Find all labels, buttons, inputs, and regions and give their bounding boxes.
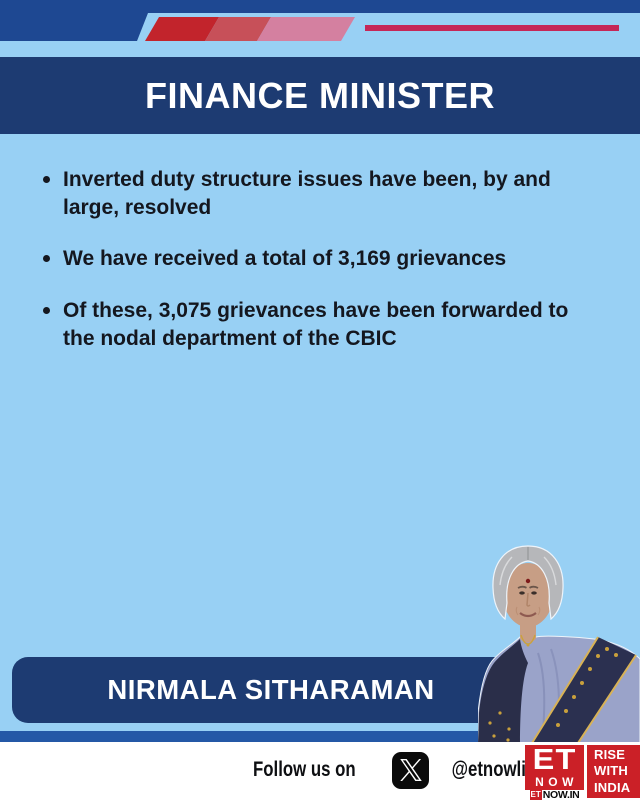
- bindi: [525, 578, 531, 584]
- sari-border-band: [532, 637, 636, 743]
- bullet-list: Inverted duty structure issues have been…: [42, 166, 591, 377]
- smile-line: [537, 606, 541, 616]
- etnow-site-strip: ET NOW.IN: [525, 790, 584, 800]
- gold-dot: [488, 721, 492, 725]
- gold-dot: [498, 711, 502, 715]
- page-title: FINANCE MINISTER: [145, 74, 495, 116]
- gold-dot: [588, 667, 592, 671]
- tagline-line: RISE: [594, 747, 626, 763]
- gold-dot: [564, 709, 568, 713]
- sari-pallu-dark: [478, 639, 528, 743]
- top-blue-bar: [0, 0, 640, 41]
- nose: [526, 592, 531, 607]
- eye: [531, 591, 537, 595]
- decor-midred-parallelogram: [205, 17, 271, 41]
- gold-dot: [596, 654, 600, 658]
- pendant: [526, 643, 530, 647]
- speaker-name: NIRMALA SITHARAMAN: [107, 674, 435, 705]
- rise-with-india-tagline: RISE WITH INDIA: [587, 745, 640, 798]
- gold-dot: [572, 695, 576, 699]
- title-banner: FINANCE MINISTER: [0, 57, 640, 134]
- gray-hair: [492, 545, 564, 621]
- footer-divider: [0, 731, 640, 742]
- gold-dot: [507, 727, 511, 731]
- bullet-item: We have received a total of 3,169 grieva…: [42, 245, 591, 273]
- decor-pink-parallelogram: [257, 17, 355, 41]
- etnow-logo-et: ET: [532, 744, 577, 776]
- smile-line: [515, 606, 519, 616]
- site-et: ET: [529, 790, 542, 800]
- decor-red-parallelogram: [145, 17, 219, 41]
- eyebrow: [529, 585, 539, 589]
- gold-dot: [580, 681, 584, 685]
- decor-crimson-line: [365, 25, 619, 31]
- etnow-brand: ET NOW ET NOW.IN RISE WITH INDIA: [525, 744, 640, 800]
- top-decor-strip: [0, 0, 640, 41]
- nirmala-sitharaman-photo: [478, 545, 640, 743]
- social-handle[interactable]: @etnowlive: [451, 758, 545, 781]
- eye: [519, 591, 525, 595]
- follow-row: Follow us on @etnowlive: [253, 742, 557, 798]
- bullet-item: Of these, 3,075 grievances have been for…: [42, 297, 591, 352]
- bullet-item: Inverted duty structure issues have been…: [42, 166, 591, 221]
- gold-dot: [605, 647, 609, 651]
- etnow-logo: ET NOW ET NOW.IN: [525, 744, 584, 800]
- hair-streak: [499, 556, 513, 586]
- tagline-line: INDIA: [594, 779, 631, 795]
- eyebrow: [517, 585, 527, 589]
- follow-us-label: Follow us on: [253, 758, 356, 781]
- x-twitter-icon[interactable]: [392, 751, 430, 789]
- gold-trim: [577, 654, 637, 743]
- site-rest: NOW.IN: [542, 789, 580, 800]
- tagline-line: WITH: [594, 763, 629, 779]
- hair-streak: [543, 556, 557, 586]
- x-logo-glyph: [400, 759, 422, 781]
- gold-dot: [506, 738, 510, 742]
- gold-dot: [492, 734, 496, 738]
- smile: [519, 612, 537, 618]
- gold-dot: [614, 653, 618, 657]
- etnow-logo-now: NOW: [535, 775, 578, 789]
- gold-trim: [531, 636, 599, 743]
- gold-dot: [556, 723, 560, 727]
